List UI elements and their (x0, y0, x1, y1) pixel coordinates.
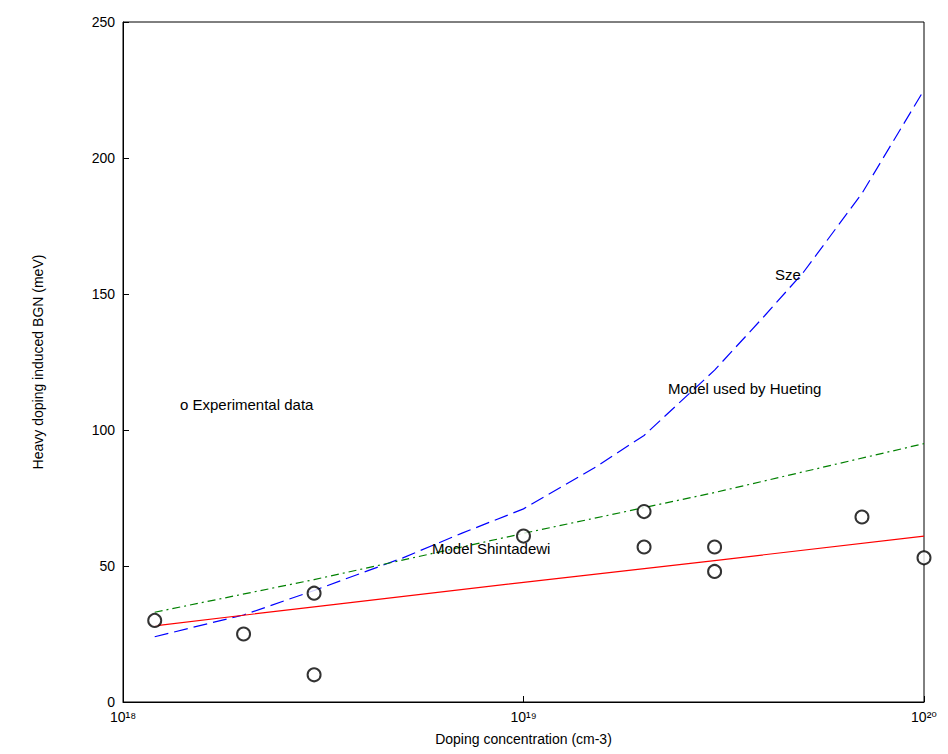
svg-text:10¹⁹: 10¹⁹ (510, 709, 536, 725)
svg-text:0: 0 (107, 694, 115, 710)
svg-text:o Experimental data: o Experimental data (180, 396, 314, 413)
svg-text:Sze: Sze (775, 266, 801, 283)
svg-text:100: 100 (92, 422, 116, 438)
svg-text:Model used by Hueting: Model used by Hueting (668, 380, 821, 397)
svg-text:Doping concentration (cm-3): Doping concentration (cm-3) (435, 731, 612, 747)
svg-text:150: 150 (92, 286, 116, 302)
svg-text:10²⁰: 10²⁰ (911, 709, 937, 725)
svg-text:Heavy doping induced BGN (meV): Heavy doping induced BGN (meV) (30, 255, 46, 470)
svg-text:10¹⁸: 10¹⁸ (110, 709, 136, 725)
svg-text:50: 50 (99, 558, 115, 574)
svg-text:250: 250 (92, 14, 116, 30)
svg-text:200: 200 (92, 150, 116, 166)
svg-text:Model Shintadewi: Model Shintadewi (432, 540, 550, 557)
